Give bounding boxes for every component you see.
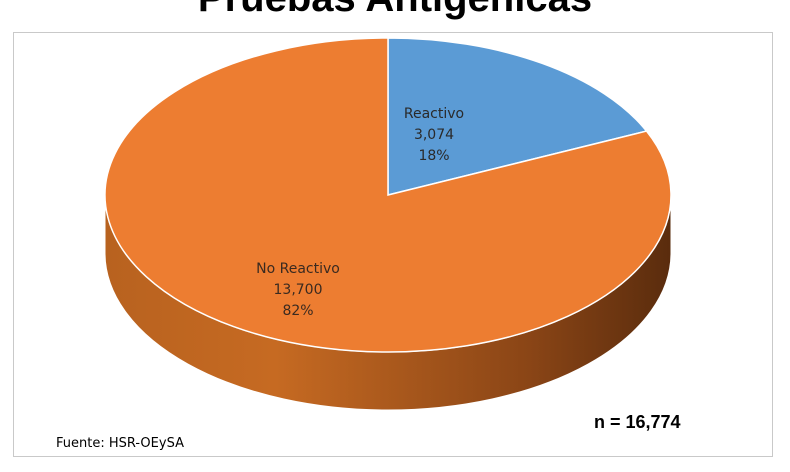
chart-title: Pruebas Antigénicas [0,0,790,22]
pie-slice-no-reactivo [104,37,672,353]
pie-slice-reactivo [387,37,648,196]
source-note: Fuente: HSR-OEySA [56,436,184,451]
slice-label-reactivo: Reactivo [404,106,464,122]
slice-value-reactivo: 3,074 [414,127,454,143]
slice-percent-reactivo: 18% [418,148,449,164]
slice-value-no-reactivo: 13,700 [274,282,323,298]
slice-percent-no-reactivo: 82% [282,303,313,319]
slice-label-no-reactivo: No Reactivo [256,261,340,277]
sample-size-label: n = 16,774 [594,412,681,432]
